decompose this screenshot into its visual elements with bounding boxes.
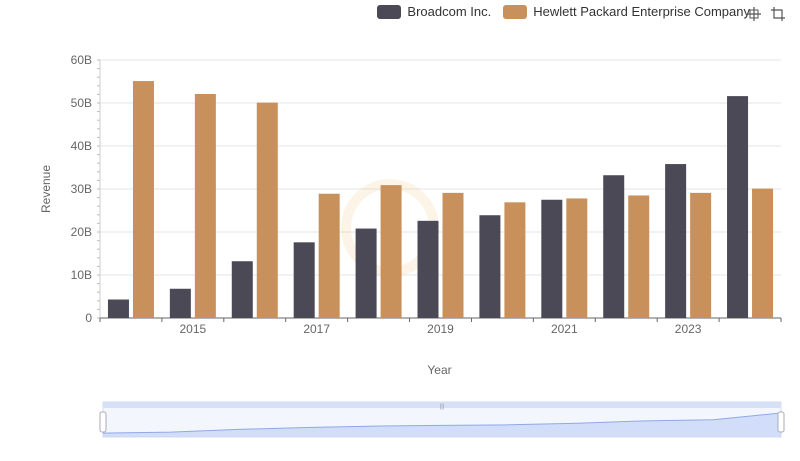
- bar-broadcom-2017[interactable]: [293, 242, 315, 318]
- bar-hpe-2021[interactable]: [566, 198, 588, 318]
- zoom-slider-right-handle[interactable]: [777, 411, 785, 433]
- bar-broadcom-2022[interactable]: [603, 175, 625, 318]
- bar-hpe-2017[interactable]: [318, 193, 340, 318]
- legend-item-hpe[interactable]: Hewlett Packard Enterprise Company: [503, 4, 750, 19]
- legend-label-hpe: Hewlett Packard Enterprise Company: [533, 4, 750, 19]
- y-tick-label: 20B: [71, 225, 92, 239]
- y-axis-title: Revenue: [39, 165, 53, 213]
- legend-item-broadcom[interactable]: Broadcom Inc.: [377, 4, 491, 19]
- x-tick-label: 2015: [180, 322, 207, 336]
- legend-label-broadcom: Broadcom Inc.: [407, 4, 492, 19]
- bar-hpe-2023[interactable]: [690, 192, 712, 318]
- zoom-slider-top-bar[interactable]: [103, 402, 781, 408]
- bar-broadcom-2015[interactable]: [169, 288, 191, 318]
- y-tick-label: 10B: [71, 268, 92, 282]
- y-tick-label: 0: [85, 311, 92, 325]
- x-axis-title: Year: [427, 363, 451, 377]
- x-tick-label: 2017: [303, 322, 330, 336]
- y-tick-label: 50B: [71, 96, 92, 110]
- bar-hpe-2014[interactable]: [132, 81, 154, 318]
- y-tick-label: 60B: [71, 53, 92, 67]
- bar-hpe-2019[interactable]: [442, 192, 464, 318]
- zoom-slider-overview-line: [102, 412, 782, 434]
- y-tick-label: 30B: [71, 182, 92, 196]
- x-tick-label: 2021: [551, 322, 578, 336]
- legend: Broadcom Inc. Hewlett Packard Enterprise…: [377, 4, 750, 19]
- zoom-slider-grip-icon[interactable]: |||: [440, 404, 445, 410]
- crosshair-zoom-icon[interactable]: [746, 6, 762, 22]
- y-tick-label: 40B: [71, 139, 92, 153]
- bar-broadcom-2019[interactable]: [417, 220, 439, 318]
- bar-broadcom-2016[interactable]: [231, 261, 253, 318]
- legend-swatch-hpe: [503, 4, 528, 19]
- bar-broadcom-2023[interactable]: [665, 164, 687, 318]
- zoom-slider-overview: [103, 413, 781, 437]
- legend-swatch-broadcom: [377, 4, 402, 19]
- zoom-slider-left-handle[interactable]: [99, 411, 107, 433]
- bar-broadcom-2021[interactable]: [541, 199, 563, 318]
- x-tick-label: 2023: [675, 322, 702, 336]
- zoom-reset-icon[interactable]: [770, 6, 786, 22]
- x-tick-label: 2019: [427, 322, 454, 336]
- bar-hpe-2020[interactable]: [504, 202, 526, 318]
- bar-broadcom-2014[interactable]: [107, 299, 129, 318]
- bar-hpe-2022[interactable]: [628, 195, 650, 318]
- bar-broadcom-2024[interactable]: [727, 96, 749, 319]
- bar-hpe-2015[interactable]: [194, 93, 216, 318]
- bar-broadcom-2018[interactable]: [355, 228, 377, 318]
- bar-hpe-2016[interactable]: [256, 102, 278, 318]
- bar-hpe-2024[interactable]: [752, 188, 774, 318]
- bar-hpe-2018[interactable]: [380, 185, 402, 318]
- bar-broadcom-2020[interactable]: [479, 215, 501, 318]
